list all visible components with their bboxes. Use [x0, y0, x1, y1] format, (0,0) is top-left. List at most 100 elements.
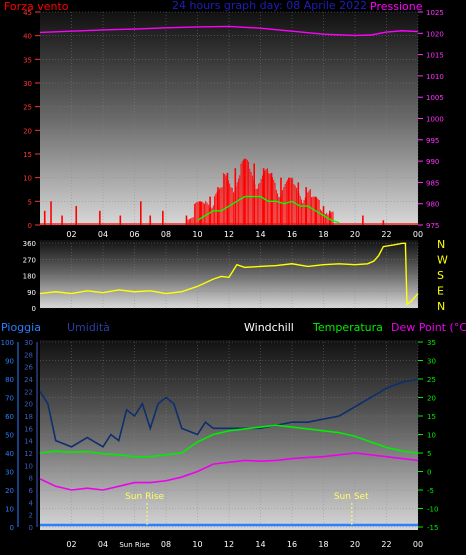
wind-bar: [362, 215, 364, 225]
wind-bar-dense: [332, 211, 334, 225]
rain-tick-label: 40: [5, 450, 14, 458]
pressure-tick-label: 1000: [426, 116, 444, 124]
temp-x-tick-label: 22: [381, 540, 391, 549]
wind-bar-dense: [227, 180, 229, 225]
wind-bar-dense: [219, 188, 221, 225]
wind-x-tick-label: 10: [192, 230, 202, 239]
wind-bar-dense: [212, 205, 214, 225]
compass-label: N: [437, 238, 445, 251]
temp-tick-label: 0: [427, 469, 431, 477]
wind-bar-dense: [301, 199, 302, 225]
wind-panel-grid: [40, 11, 419, 226]
wind-bar-dense: [231, 187, 233, 225]
wind-tick-label: 10: [23, 175, 32, 183]
wind-bar-dense: [306, 194, 307, 225]
wind-bar-dense: [251, 175, 253, 225]
wind-bar: [99, 210, 101, 225]
wind-bar: [382, 220, 385, 225]
wind-bar-dense: [216, 191, 218, 225]
wind-bar: [185, 215, 188, 225]
wind-bar-dense: [188, 219, 190, 225]
wind-bar-dense: [202, 202, 204, 225]
temperature-line: [39, 424, 419, 458]
humidity-tick-label: 14: [24, 438, 33, 446]
wind-bar-dense: [236, 182, 238, 225]
temp-tick-label: -15: [427, 524, 438, 532]
wind-bar-dense: [210, 208, 212, 225]
humidity-line: [39, 378, 419, 448]
wind-bar-dense: [279, 197, 281, 225]
wind-bar-dense: [284, 184, 286, 225]
pressure-right-ticks: 1025 1020 1015 1010 1005 1000 995 990 985 980 975: [418, 9, 444, 230]
wind-bar-dense: [304, 197, 306, 225]
wind-bar: [149, 215, 152, 225]
legend-temperature: Temperatura: [312, 321, 383, 334]
wind-bar: [140, 201, 142, 225]
pressure-tick-label: 985: [426, 179, 439, 187]
temp-panel-marks: [39, 378, 419, 527]
wind-left-ticks: 45 40 35 30 25 20 15 10 5 0: [23, 9, 40, 230]
wind-bar-dense: [277, 193, 279, 225]
wind-axis-title: Forza vento: [4, 0, 69, 13]
wind-bar-dense: [220, 187, 222, 225]
rain-tick-label: 70: [5, 395, 14, 403]
wind-bar-dense: [269, 173, 271, 225]
wind-tick-label: 40: [23, 33, 32, 41]
rain-tick-label: 0: [10, 524, 14, 532]
direction-tick-label: 0: [32, 305, 36, 313]
direction-tick-label: 270: [23, 256, 36, 264]
wind-bar-dense: [296, 187, 297, 225]
temp-x-tick-label: 04: [98, 540, 108, 549]
direction-line: [39, 242, 419, 306]
legend-rain: Pioggia: [1, 321, 41, 334]
wind-bar-dense: [196, 202, 198, 225]
wind-bar-dense: [298, 193, 300, 225]
rain-tick-label: 90: [5, 358, 14, 366]
wind-bar-dense: [241, 161, 243, 225]
wind-bar-dense: [308, 190, 310, 225]
humidity-tick-label: 10: [24, 462, 33, 470]
wind-bar: [119, 215, 122, 225]
humidity-tick-label: 6: [29, 487, 34, 495]
pressure-tick-label: 1025: [426, 9, 444, 17]
wind-bar-dense: [230, 187, 232, 225]
temp-x-tick-label: 08: [161, 540, 171, 549]
wind-bar: [50, 201, 52, 225]
direction-tick-label: 180: [23, 273, 36, 281]
pressure-tick-label: 1010: [426, 73, 444, 81]
temp-x-ticks: 02 04 Sun Rise 08 10 12 14 16 18 20 22 00: [66, 540, 423, 549]
humidity-tick-label: 2: [29, 512, 33, 520]
wind-x-tick-label: 04: [98, 230, 108, 239]
wind-bar: [61, 215, 63, 225]
humidity-tick-label: 20: [24, 401, 33, 409]
wind-x-tick-label: 12: [224, 230, 234, 239]
wind-bar-dense: [331, 212, 333, 225]
direction-panel-grid: [40, 242, 419, 309]
wind-bar: [253, 163, 255, 225]
temp-tick-label: 30: [427, 358, 436, 366]
temp-tick-label: 5: [427, 450, 431, 458]
legend-humidity: Umidità: [67, 321, 110, 334]
dew-point-line: [39, 452, 419, 491]
wind-x-tick-label: 08: [161, 230, 171, 239]
temp-x-tick-label: 14: [255, 540, 265, 549]
wind-x-tick-label: 22: [381, 230, 391, 239]
wind-bar-dense: [215, 193, 217, 225]
wind-bar-dense: [205, 200, 207, 225]
pressure-tick-label: 1005: [426, 94, 444, 102]
wind-bar-dense: [312, 196, 314, 225]
wind-tick-label: 30: [23, 80, 32, 88]
wind-tick-label: 35: [23, 56, 32, 64]
wind-tick-label: 5: [28, 198, 32, 206]
wind-bar-dense: [270, 175, 272, 225]
wind-bar-dense: [260, 178, 262, 225]
temp-tick-label: -5: [427, 487, 434, 495]
wind-bar-dense: [229, 183, 231, 225]
wind-x-tick-label: 20: [350, 230, 360, 239]
direction-left-ticks: 360 270 180 90 0: [23, 240, 36, 313]
wind-x-tick-label: 00: [413, 230, 423, 239]
wind-bar-dense: [326, 212, 328, 225]
wind-bar-dense: [278, 197, 280, 225]
wind-x-ticks: 02 04 06 08 10 12 14 16 18 20 22 00: [66, 230, 423, 239]
